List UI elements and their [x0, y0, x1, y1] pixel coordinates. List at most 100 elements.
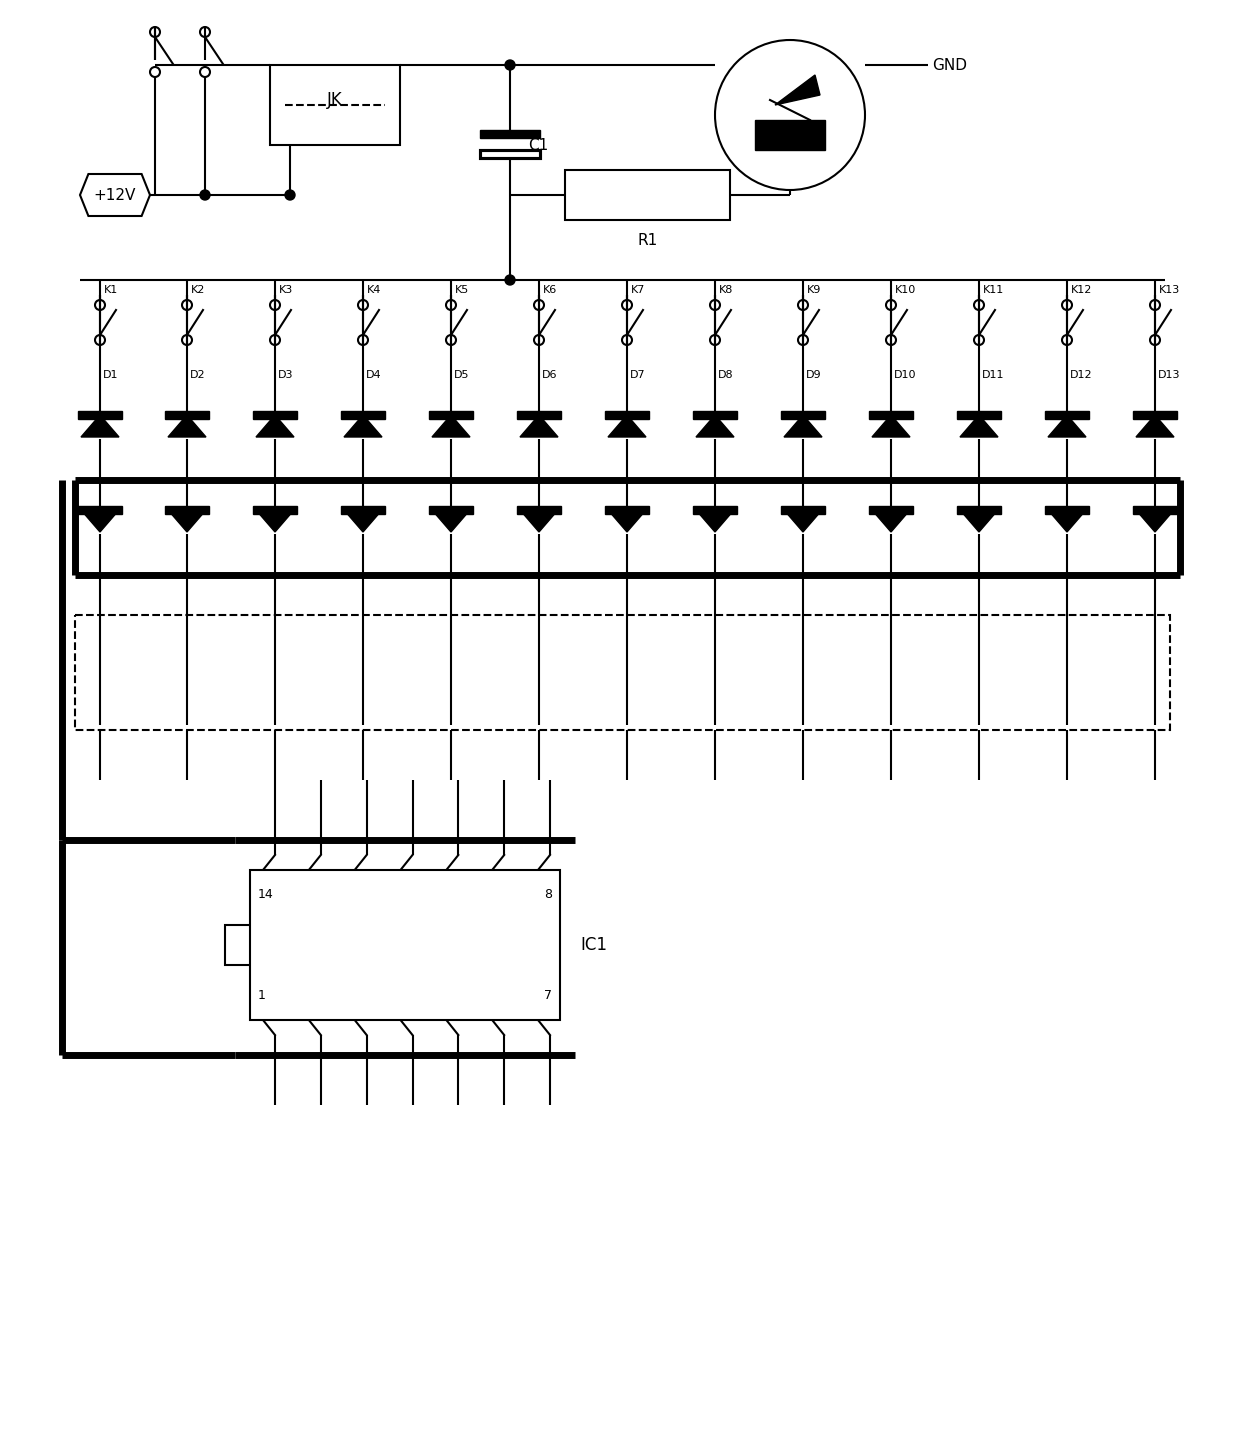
Text: K6: K6 — [543, 285, 557, 295]
Bar — [253, 411, 298, 418]
Text: 7: 7 — [544, 989, 552, 1002]
Text: K2: K2 — [191, 285, 206, 295]
Bar — [869, 506, 913, 513]
Polygon shape — [608, 416, 646, 437]
Circle shape — [200, 190, 210, 200]
Text: D3: D3 — [278, 370, 294, 380]
Text: K9: K9 — [807, 285, 821, 295]
Bar — [74, 615, 1171, 731]
Circle shape — [505, 275, 515, 285]
Text: K8: K8 — [719, 285, 733, 295]
Polygon shape — [784, 510, 822, 532]
Polygon shape — [872, 510, 910, 532]
Bar — [517, 411, 560, 418]
Text: GND: GND — [932, 58, 967, 72]
Polygon shape — [520, 510, 558, 532]
Bar — [341, 411, 384, 418]
Bar — [78, 506, 122, 513]
Polygon shape — [255, 510, 294, 532]
Text: K10: K10 — [895, 285, 916, 295]
Bar — [341, 506, 384, 513]
Bar — [693, 411, 737, 418]
Bar — [1045, 411, 1089, 418]
Bar — [781, 411, 825, 418]
Bar — [165, 506, 210, 513]
Text: D2: D2 — [190, 370, 206, 380]
Text: D13: D13 — [1158, 370, 1180, 380]
Bar — [869, 411, 913, 418]
Polygon shape — [343, 510, 382, 532]
Polygon shape — [167, 416, 206, 437]
Polygon shape — [167, 510, 206, 532]
Text: D9: D9 — [806, 370, 822, 380]
Bar — [480, 150, 539, 158]
Text: K4: K4 — [367, 285, 382, 295]
Text: K5: K5 — [455, 285, 469, 295]
Bar — [1133, 506, 1177, 513]
Bar — [693, 506, 737, 513]
Polygon shape — [872, 416, 910, 437]
Polygon shape — [960, 510, 998, 532]
Polygon shape — [520, 416, 558, 437]
Text: D12: D12 — [1070, 370, 1092, 380]
Bar — [605, 411, 649, 418]
Polygon shape — [1048, 510, 1086, 532]
Polygon shape — [81, 510, 119, 532]
Text: D1: D1 — [103, 370, 119, 380]
Text: K12: K12 — [1071, 285, 1092, 295]
Polygon shape — [775, 75, 820, 105]
Bar — [565, 170, 730, 220]
Polygon shape — [1136, 510, 1174, 532]
Bar — [957, 506, 1001, 513]
Text: K1: K1 — [104, 285, 118, 295]
Polygon shape — [696, 416, 734, 437]
Polygon shape — [1048, 416, 1086, 437]
Circle shape — [505, 60, 515, 70]
Bar — [270, 65, 401, 145]
Bar — [1045, 506, 1089, 513]
Text: D5: D5 — [454, 370, 470, 380]
Polygon shape — [1136, 416, 1174, 437]
Bar — [1133, 411, 1177, 418]
Text: 1: 1 — [258, 989, 265, 1002]
Bar — [605, 506, 649, 513]
Polygon shape — [81, 416, 119, 437]
Text: K13: K13 — [1159, 285, 1180, 295]
Text: D6: D6 — [542, 370, 558, 380]
Bar — [78, 411, 122, 418]
Polygon shape — [960, 416, 998, 437]
Bar — [429, 506, 472, 513]
Polygon shape — [343, 416, 382, 437]
Bar — [480, 129, 539, 138]
Text: D4: D4 — [366, 370, 382, 380]
Text: +12V: +12V — [94, 187, 136, 203]
Circle shape — [285, 190, 295, 200]
Text: D11: D11 — [982, 370, 1004, 380]
Bar — [250, 870, 560, 1020]
Bar — [957, 411, 1001, 418]
Polygon shape — [696, 510, 734, 532]
Bar — [429, 411, 472, 418]
Polygon shape — [255, 416, 294, 437]
Bar — [755, 119, 825, 150]
Text: K3: K3 — [279, 285, 293, 295]
Text: C1: C1 — [528, 138, 548, 152]
Text: 8: 8 — [544, 889, 552, 902]
Text: R1: R1 — [637, 233, 657, 247]
Text: JK: JK — [327, 91, 343, 109]
Polygon shape — [784, 416, 822, 437]
Text: D10: D10 — [894, 370, 916, 380]
Text: D8: D8 — [718, 370, 734, 380]
Bar — [253, 506, 298, 513]
Bar — [781, 506, 825, 513]
Polygon shape — [608, 510, 646, 532]
Polygon shape — [432, 416, 470, 437]
Bar — [517, 506, 560, 513]
Text: D7: D7 — [630, 370, 646, 380]
Text: K11: K11 — [983, 285, 1004, 295]
Text: IC1: IC1 — [580, 936, 608, 953]
Polygon shape — [432, 510, 470, 532]
Text: K7: K7 — [631, 285, 645, 295]
Bar — [165, 411, 210, 418]
Text: 14: 14 — [258, 889, 274, 902]
